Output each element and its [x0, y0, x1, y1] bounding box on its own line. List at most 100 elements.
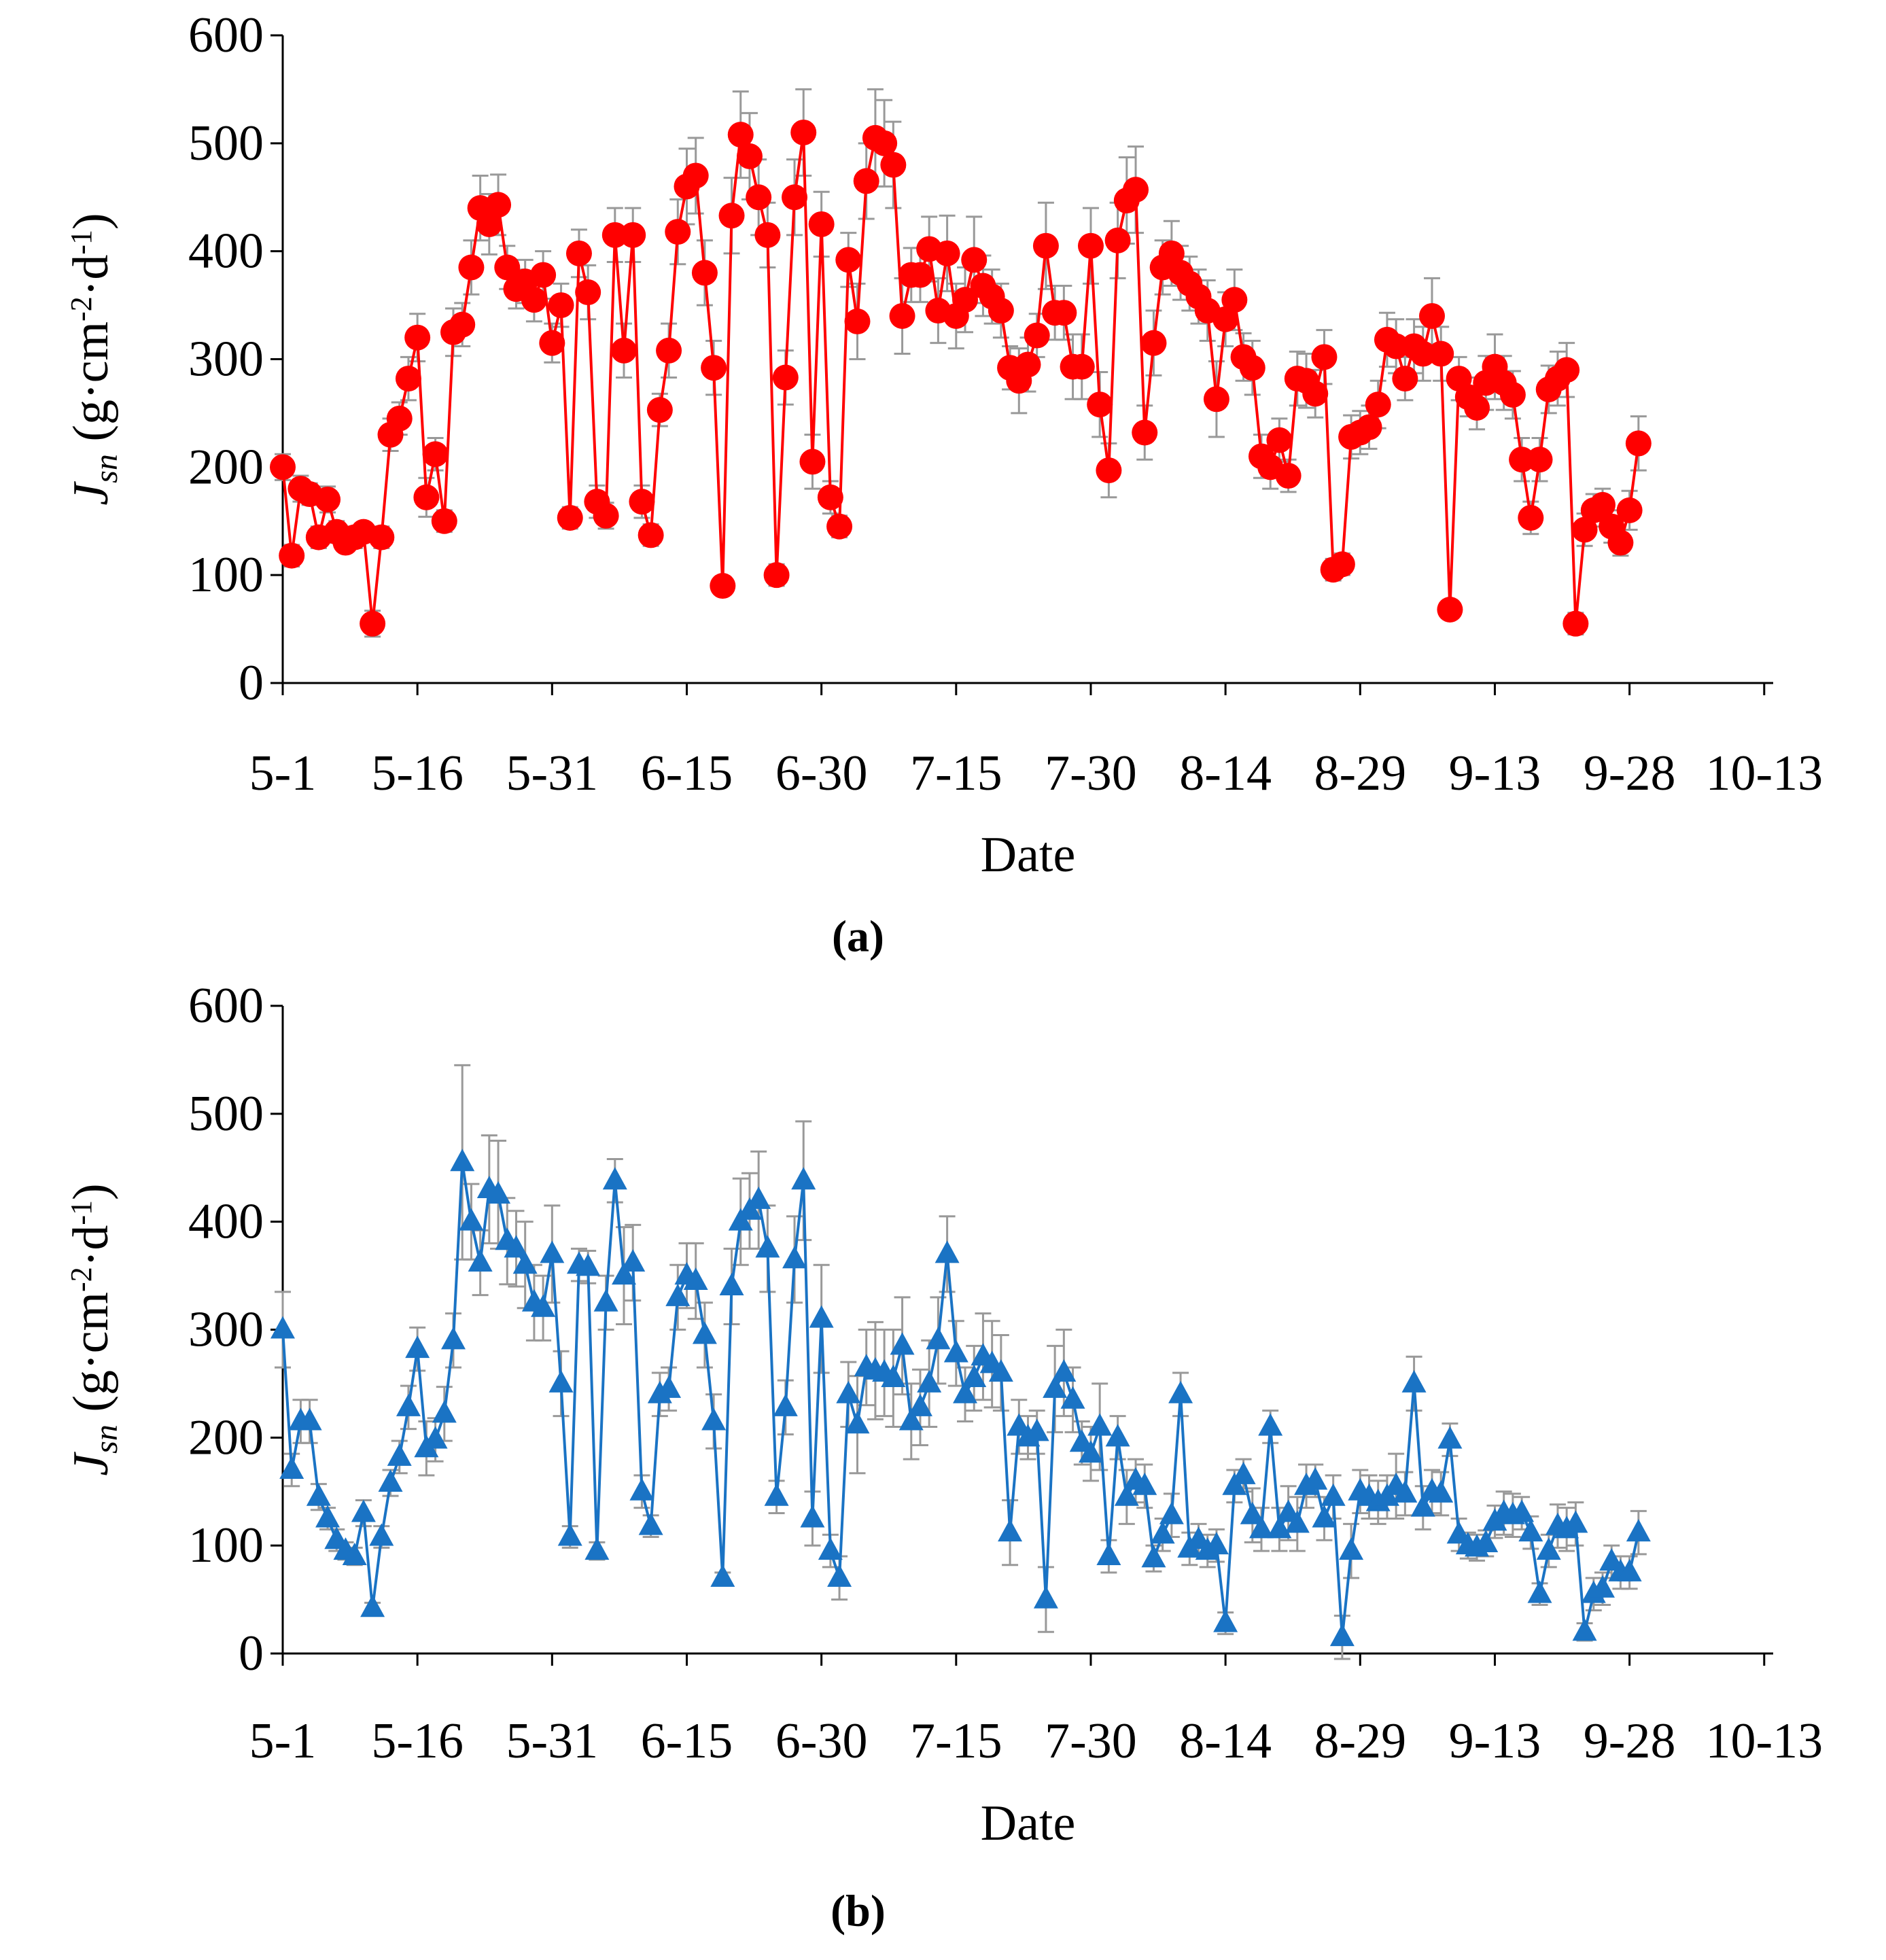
y-tick-label: 400: [188, 224, 264, 279]
data-point: [1203, 386, 1229, 413]
data-point: [682, 162, 709, 189]
data-point: [1248, 1516, 1274, 1539]
data-point: [817, 484, 843, 510]
y-axis-title-part: ·d: [63, 255, 119, 297]
data-point: [1383, 333, 1410, 360]
data-point: [1365, 391, 1391, 418]
x-tick-label: 5-1: [249, 1713, 317, 1769]
x-tick-label: 7-15: [910, 746, 1002, 801]
data-point: [1087, 391, 1113, 418]
y-axis-title-part: -1: [65, 1200, 98, 1225]
data-point: [646, 397, 673, 423]
x-tick-label: 6-30: [775, 1713, 868, 1769]
data-point: [423, 1426, 448, 1449]
y-tick-label: 300: [188, 1302, 264, 1358]
data-point: [934, 240, 960, 266]
data-point: [1060, 1386, 1085, 1409]
data-point: [395, 366, 421, 392]
data-point: [1231, 1461, 1256, 1484]
data-point: [512, 1251, 538, 1274]
data-point: [629, 489, 655, 515]
data-point: [638, 522, 664, 548]
data-point: [952, 287, 979, 313]
data-point: [1266, 427, 1293, 453]
data-point: [405, 1335, 430, 1359]
data-point: [1051, 300, 1077, 326]
data-point: [1303, 1467, 1328, 1490]
data-point: [449, 311, 476, 338]
data-point: [791, 1167, 816, 1190]
data-point: [270, 454, 296, 480]
data-point: [297, 1407, 322, 1431]
data-point: [871, 130, 898, 156]
data-point: [1329, 551, 1355, 578]
data-point: [1626, 1519, 1651, 1542]
data-point: [593, 1289, 618, 1312]
data-point: [565, 240, 592, 266]
data-point: [746, 184, 772, 211]
data-point: [935, 1240, 960, 1263]
data-point: [755, 1235, 780, 1258]
caption: (a): [832, 912, 884, 962]
data-point: [342, 1543, 367, 1566]
data-point: [800, 1505, 825, 1528]
data-point: [1509, 447, 1535, 473]
data-point: [1015, 351, 1041, 378]
x-axis-title: Date: [981, 1796, 1076, 1851]
data-point: [1589, 491, 1616, 518]
data-point: [629, 1477, 654, 1501]
data-point: [763, 562, 790, 589]
data-point: [539, 330, 565, 356]
x-tick-label: 6-15: [641, 1713, 733, 1769]
data-point: [531, 1294, 556, 1317]
data-point: [988, 298, 1014, 324]
data-point: [584, 1537, 610, 1560]
caption: (b): [831, 1887, 886, 1936]
x-tick-label: 8-14: [1179, 1713, 1272, 1769]
data-point: [1302, 381, 1329, 407]
y-tick-label: 100: [188, 547, 264, 603]
y-axis-title-part: sn: [88, 1424, 124, 1454]
data-point: [441, 1327, 466, 1350]
data-point: [773, 1393, 798, 1416]
data-point: [727, 122, 754, 148]
x-tick-label: 9-28: [1584, 1713, 1676, 1769]
data-point: [1429, 1480, 1454, 1503]
data-point: [422, 441, 449, 468]
data-point: [279, 1456, 304, 1479]
data-point: [1204, 1532, 1229, 1555]
data-point: [665, 1283, 691, 1306]
data-point: [926, 1327, 951, 1350]
y-axis-title-part: -2: [65, 1267, 98, 1292]
data-point: [710, 573, 736, 599]
data-point: [557, 1523, 582, 1546]
x-tick-label: 5-31: [506, 746, 598, 801]
data-point: [1410, 340, 1436, 367]
data-point: [1554, 357, 1580, 383]
data-point: [1329, 1624, 1355, 1647]
data-point: [1033, 1586, 1058, 1609]
data-point: [386, 405, 413, 432]
data-point: [701, 355, 727, 381]
x-tick-label: 10-13: [1705, 1713, 1823, 1769]
data-point: [432, 1400, 457, 1423]
x-tick-label: 5-31: [506, 1713, 598, 1769]
data-point: [1437, 1426, 1463, 1449]
data-point: [1051, 1359, 1077, 1382]
data-point: [620, 222, 646, 248]
data-point: [683, 1267, 708, 1291]
data-point: [1132, 419, 1158, 446]
data-point: [1087, 1413, 1113, 1436]
data-point: [1168, 1380, 1193, 1403]
data-point: [736, 143, 763, 169]
data-point: [540, 1240, 565, 1263]
data-point: [593, 502, 619, 529]
data-point: [368, 524, 395, 550]
data-point: [1213, 1609, 1238, 1632]
data-point: [898, 1407, 924, 1431]
data-point: [1240, 1501, 1265, 1524]
data-point: [1625, 430, 1652, 457]
data-point: [576, 1253, 601, 1276]
data-point: [1418, 302, 1445, 329]
